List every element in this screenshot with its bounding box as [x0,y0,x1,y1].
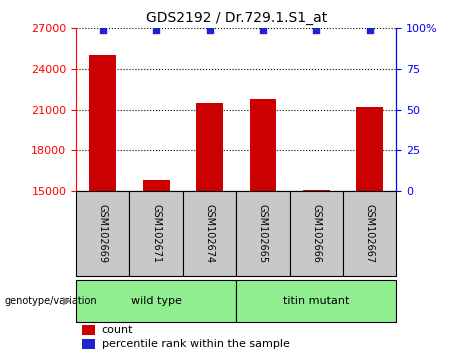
Bar [356,107,383,354]
Point [99,27,106,33]
Point [366,27,373,33]
Text: GSM102674: GSM102674 [205,204,214,263]
Bar [290,191,343,276]
Bar [130,191,183,276]
Bar [196,103,223,354]
Text: GSM102665: GSM102665 [258,204,268,263]
Point [153,27,160,33]
Bar [183,191,236,276]
Bar [83,339,95,349]
Point [206,27,213,33]
Bar [83,325,95,335]
Bar [143,180,170,354]
Point [313,27,320,33]
Text: GSM102666: GSM102666 [311,204,321,263]
Title: GDS2192 / Dr.729.1.S1_at: GDS2192 / Dr.729.1.S1_at [146,11,327,24]
Text: GSM102669: GSM102669 [98,204,108,263]
Text: ▶: ▶ [63,296,71,306]
Bar [303,190,330,354]
Bar [76,280,236,322]
Bar [249,99,276,354]
Text: wild type: wild type [131,296,182,306]
Bar [89,56,116,354]
Text: count: count [102,325,133,335]
Text: titin mutant: titin mutant [283,296,349,306]
Text: GSM102667: GSM102667 [365,204,375,263]
Point [259,27,266,33]
Bar [76,191,130,276]
Bar [343,191,396,276]
Text: percentile rank within the sample: percentile rank within the sample [102,339,290,349]
Bar [236,191,290,276]
Text: genotype/variation: genotype/variation [5,296,97,306]
Text: GSM102671: GSM102671 [151,204,161,263]
Bar [236,280,396,322]
